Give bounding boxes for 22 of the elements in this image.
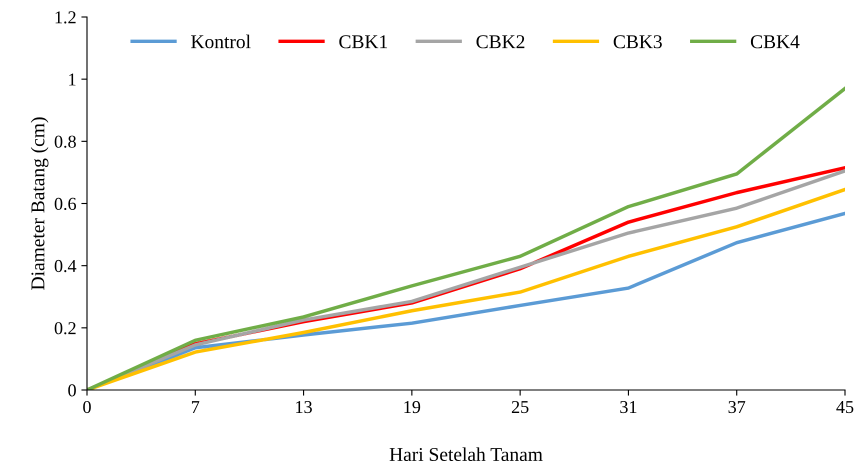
y-tick-label: 0.2: [54, 322, 76, 334]
legend-label: CBK2: [476, 35, 524, 48]
y-tick-label: 1.2: [56, 11, 76, 24]
x-axis-title: Hari Setelah Tanam: [390, 447, 543, 462]
x-tick-label: 25: [512, 400, 528, 414]
legend-label: Kontrol: [191, 34, 251, 48]
legend-label: CBK1: [339, 35, 388, 48]
legend-label: CBK4: [750, 35, 800, 48]
x-tick-label: 37: [728, 400, 746, 414]
x-tick-label: 7: [192, 401, 200, 413]
legend-label: CBK3: [614, 35, 662, 48]
x-tick-label: 19: [404, 400, 420, 414]
x-tick-label: 13: [296, 400, 312, 414]
x-tick-label: 31: [620, 400, 636, 414]
y-tick-label: 0: [68, 384, 76, 396]
x-tick-label: 45: [836, 401, 854, 414]
x-tick-label: 0: [83, 400, 91, 414]
y-tick-label: 1: [69, 74, 76, 86]
y-axis-title: Diameter Batang (cm): [30, 117, 48, 290]
y-tick-label: 0.6: [54, 198, 76, 210]
y-tick-label: 0.8: [54, 136, 76, 148]
y-tick-label: 0.4: [54, 260, 76, 272]
